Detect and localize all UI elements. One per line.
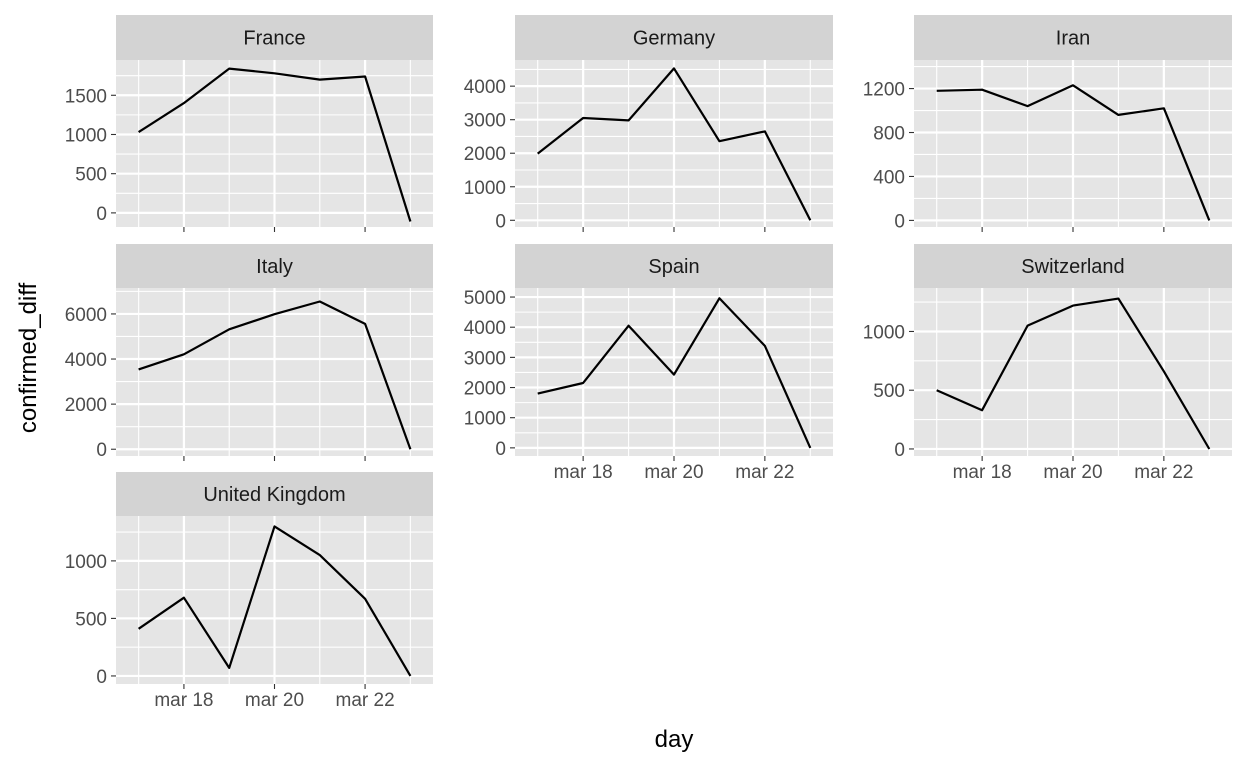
facet-title: United Kingdom: [203, 484, 345, 506]
x-tick-label: mar 20: [245, 690, 304, 711]
y-tick-label: 1200: [863, 80, 905, 101]
series-line-united-kingdom: [137, 525, 412, 677]
facet-iran: Iran 0 400 800 1200: [863, 15, 1232, 232]
y-tick-label: 0: [894, 211, 905, 232]
facet-title: Germany: [633, 28, 715, 50]
facet-united-kingdom: United Kingdom 0 500 1000 mar 18 mar 20 mar 22: [65, 472, 433, 711]
series-line-switzerland: [936, 297, 1211, 450]
x-tick-label: mar 20: [1043, 462, 1102, 483]
y-tick-label: 1000: [464, 409, 506, 430]
y-tick-label: 1000: [65, 125, 107, 146]
y-tick-label: 1000: [65, 552, 107, 573]
x-tick-label: mar 22: [1134, 462, 1193, 483]
facet-strip: [914, 244, 1232, 288]
facet-title: Spain: [648, 256, 699, 278]
facet-title: Switzerland: [1021, 256, 1124, 278]
series-line-germany: [537, 67, 812, 221]
y-tick-label: 4000: [464, 77, 506, 98]
x-tick-label: mar 20: [644, 462, 703, 483]
y-tick-label: 0: [96, 204, 107, 225]
x-axis-title: day: [655, 726, 694, 753]
series-line-italy: [138, 300, 412, 450]
x-tick-label: mar 18: [953, 462, 1012, 483]
facet-switzerland: Switzerland 0 500 1000 mar 18 mar 20 mar 22: [863, 244, 1232, 483]
series-line-iran: [936, 84, 1211, 221]
y-tick-label: 5000: [464, 288, 506, 309]
facet-strip: [116, 15, 433, 60]
y-tick-label: 2000: [464, 379, 506, 400]
series-line-france: [138, 67, 412, 222]
facet-title: Italy: [256, 256, 293, 278]
x-tick-label: mar 22: [336, 690, 395, 711]
y-tick-label: 1000: [464, 178, 506, 199]
y-tick-label: 500: [75, 609, 107, 630]
y-tick-label: 2000: [464, 144, 506, 165]
facet-strip: [116, 244, 433, 288]
facet-strip: [515, 244, 833, 288]
facet-italy: Italy 0 2000 4000 6000: [65, 244, 433, 461]
y-tick-label: 0: [894, 440, 905, 461]
y-tick-label: 500: [873, 381, 905, 402]
facet-germany: Germany 0 1000 2000 3000 4000: [464, 15, 833, 232]
y-axis-title: confirmed_diff: [15, 283, 42, 434]
series-line-spain: [537, 297, 812, 449]
y-tick-label: 800: [873, 124, 905, 145]
facet-france: France 0 500 1000 1500: [65, 15, 433, 232]
y-tick-label: 4000: [464, 318, 506, 339]
y-tick-label: 500: [75, 165, 107, 186]
y-tick-label: 2000: [65, 395, 107, 416]
y-tick-label: 1500: [65, 86, 107, 107]
facet-title: Iran: [1056, 28, 1090, 50]
y-tick-label: 1000: [863, 322, 905, 343]
x-tick-label: mar 22: [735, 462, 794, 483]
y-tick-label: 400: [873, 167, 905, 188]
facet-strip: [914, 15, 1232, 60]
y-tick-label: 0: [96, 440, 107, 461]
y-tick-label: 0: [495, 439, 506, 460]
y-tick-label: 4000: [65, 350, 107, 371]
facet-strip: [116, 472, 433, 516]
facet-title: France: [243, 28, 305, 50]
x-tick-label: mar 18: [554, 462, 613, 483]
y-tick-label: 0: [495, 211, 506, 232]
facet-spain: Spain 0 1000 2000 3000 4000 5000 mar 18 mar 20 ma…: [464, 244, 833, 483]
y-tick-label: 0: [96, 667, 107, 688]
x-tick-label: mar 18: [154, 690, 213, 711]
y-tick-label: 3000: [464, 348, 506, 369]
y-tick-label: 6000: [65, 305, 107, 326]
facet-strip: [515, 15, 833, 60]
y-tick-label: 3000: [464, 111, 506, 132]
